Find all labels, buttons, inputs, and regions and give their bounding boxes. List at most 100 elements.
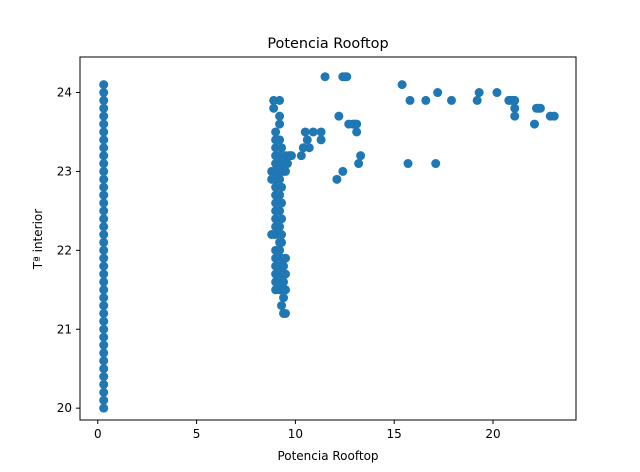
scatter-point <box>403 159 413 169</box>
scatter-point <box>281 166 291 176</box>
scatter-point <box>269 103 279 113</box>
scatter-point <box>510 111 520 121</box>
scatter-point <box>99 372 109 382</box>
scatter-point <box>99 198 109 208</box>
scatter-point <box>397 80 407 90</box>
scatter-point <box>99 285 109 295</box>
scatter-point <box>302 135 312 145</box>
scatter-point <box>99 80 109 90</box>
scatter-point <box>277 182 287 192</box>
y-axis-ticks: 20 21 22 23 24 <box>57 86 80 415</box>
scatter-point <box>354 159 364 169</box>
scatter-point <box>316 127 326 137</box>
scatter-point <box>99 277 109 287</box>
plot-frame <box>79 56 577 421</box>
scatter-point <box>472 95 482 105</box>
scatter-point <box>267 230 277 240</box>
scatter-point <box>277 237 287 247</box>
scatter-point <box>332 174 342 184</box>
scatter-point <box>282 159 292 169</box>
scatter-point <box>421 95 431 105</box>
scatter-point <box>99 308 109 318</box>
scatter-point <box>279 261 289 271</box>
scatter-point <box>275 119 285 129</box>
scatter-point <box>277 301 287 311</box>
scatter-point <box>352 119 362 129</box>
y-tick-label: 23 <box>57 164 72 178</box>
x-tick-label: 15 <box>387 427 402 441</box>
scatter-point <box>277 214 287 224</box>
scatter-point <box>99 332 109 342</box>
scatter-point <box>279 277 289 287</box>
scatter-point <box>277 230 287 240</box>
scatter-point <box>99 206 109 216</box>
scatter-point <box>356 151 366 161</box>
scatter-point <box>99 159 109 169</box>
scatter-point <box>275 245 285 255</box>
scatter-point <box>334 111 344 121</box>
scatter-point <box>277 143 287 153</box>
scatter-point <box>275 206 285 216</box>
scatter-point <box>275 135 285 145</box>
scatter-point <box>281 308 291 318</box>
scatter-point <box>267 166 277 176</box>
scatter-point <box>99 111 109 121</box>
scatter-point <box>492 88 502 98</box>
scatter-point <box>338 166 348 176</box>
y-tick-label: 20 <box>57 401 72 415</box>
scatter-point <box>279 293 289 303</box>
scatter-point <box>99 403 109 413</box>
scatter-point <box>275 111 285 121</box>
scatter-point <box>281 269 291 279</box>
scatter-point <box>267 174 277 184</box>
scatter-point <box>99 166 109 176</box>
y-tick-label: 22 <box>57 243 72 257</box>
scatter-point <box>99 230 109 240</box>
scatter-point <box>99 364 109 374</box>
scatter-points <box>99 72 559 413</box>
scatter-point <box>99 222 109 232</box>
scatter-point <box>99 135 109 145</box>
scatter-point <box>286 151 296 161</box>
y-tick-label: 21 <box>57 322 72 336</box>
scatter-point <box>405 95 415 105</box>
x-axis-label: Potencia Rooftop <box>277 449 378 463</box>
scatter-point <box>99 143 109 153</box>
scatter-point <box>320 72 330 82</box>
x-axis-ticks: 0 5 10 15 20 <box>94 420 501 441</box>
scatter-point <box>99 316 109 326</box>
scatter-point <box>99 395 109 405</box>
x-tick-label: 0 <box>94 427 102 441</box>
scatter-point <box>99 190 109 200</box>
x-tick-label: 5 <box>193 427 201 441</box>
scatter-point <box>281 285 291 295</box>
scatter-point <box>99 88 109 98</box>
scatter-point <box>530 119 539 129</box>
scatter-point <box>433 88 443 98</box>
chart-title: Potencia Rooftop <box>267 36 388 52</box>
scatter-point <box>275 95 285 105</box>
scatter-point <box>99 293 109 303</box>
scatter-point <box>296 151 306 161</box>
scatter-point <box>535 103 545 113</box>
scatter-point <box>447 95 457 105</box>
scatter-point <box>271 127 281 137</box>
scatter-point <box>99 387 109 397</box>
scatter-point <box>99 237 109 247</box>
scatter-point <box>510 103 520 113</box>
scatter-point <box>99 174 109 184</box>
x-tick-label: 10 <box>288 427 303 441</box>
scatter-point <box>549 111 559 121</box>
scatter-point <box>510 95 520 105</box>
scatter-point <box>300 127 310 137</box>
scatter-point <box>99 269 109 279</box>
scatter-point <box>431 159 441 169</box>
scatter-point <box>99 214 109 224</box>
y-axis-label: Tª interior <box>31 209 45 270</box>
scatter-point <box>99 301 109 311</box>
scatter-point <box>99 182 109 192</box>
scatter-point <box>99 253 109 263</box>
scatter-point <box>99 356 109 366</box>
scatter-point <box>99 379 109 389</box>
